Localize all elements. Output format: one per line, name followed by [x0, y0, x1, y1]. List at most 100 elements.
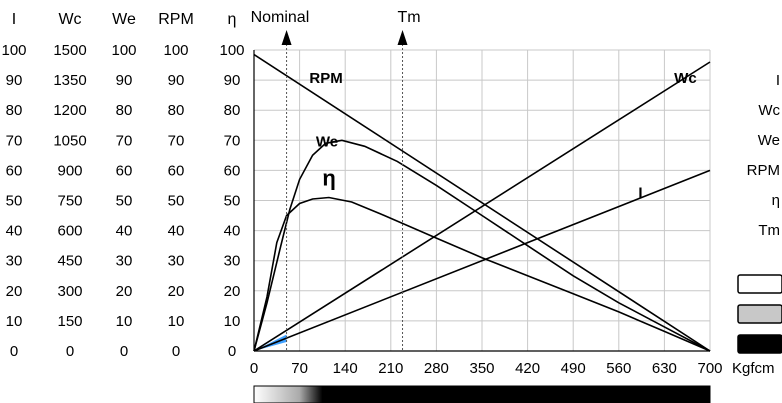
y-tick-label: 450 [57, 253, 82, 270]
legend-swatch [737, 334, 782, 354]
y-tick-label: 90 [116, 72, 133, 89]
legend-label: RPM [747, 162, 780, 179]
legend-label: I [776, 72, 780, 89]
x-tick-label: 210 [378, 360, 403, 377]
x-tick-label: 0 [250, 360, 258, 377]
y-tick-label: 60 [116, 162, 133, 179]
y-tick-label: 40 [224, 223, 241, 240]
y-tick-label: 10 [168, 313, 185, 330]
x-tick-label: 560 [606, 360, 631, 377]
y-tick-label: 40 [168, 223, 185, 240]
x-tick-label: 700 [697, 360, 722, 377]
y-tick-label: 40 [116, 223, 133, 240]
y-tick-label: 60 [168, 162, 185, 179]
scale-header-0: I [12, 11, 16, 28]
y-tick-label: 90 [224, 72, 241, 89]
series-line-1 [253, 61, 711, 352]
y-tick-label: 10 [6, 313, 23, 330]
legend-label: Tm [758, 222, 780, 239]
y-tick-label: 900 [57, 162, 82, 179]
y-tick-label: 80 [6, 102, 23, 119]
y-tick-label: 100 [111, 42, 136, 59]
y-tick-label: 100 [163, 42, 188, 59]
scale-header-1: Wc [58, 11, 81, 28]
y-tick-label: 30 [224, 253, 241, 270]
y-tick-label: 0 [172, 343, 180, 360]
y-tick-label: 50 [168, 193, 185, 210]
y-tick-label: 30 [116, 253, 133, 270]
x-tick-label: 490 [561, 360, 586, 377]
y-tick-label: 1200 [53, 102, 86, 119]
y-tick-label: 50 [6, 193, 23, 210]
y-tick-label: 20 [116, 283, 133, 300]
legend: I Wc We RPM η Tm [737, 72, 782, 354]
y-tick-label: 60 [6, 162, 23, 179]
y-tick-label: 30 [6, 253, 23, 270]
y-tick-label: 20 [224, 283, 241, 300]
chart-series: RPM Wc I We η [253, 53, 711, 352]
y-tick-label: 750 [57, 193, 82, 210]
legend-swatch [737, 304, 782, 324]
y-tick-label: 0 [120, 343, 128, 360]
y-tick-label: 20 [168, 283, 185, 300]
x-tick-label: 420 [515, 360, 540, 377]
y-tick-label: 20 [6, 283, 23, 300]
y-tick-label: 90 [168, 72, 185, 89]
y-tick-label: 70 [168, 132, 185, 149]
series-label-0: RPM [309, 70, 342, 87]
scale-header-3: RPM [158, 11, 194, 28]
y-tick-label: 80 [224, 102, 241, 119]
y-tick-label: 0 [66, 343, 74, 360]
series-line-0 [253, 53, 711, 352]
y-tick-label: 10 [116, 313, 133, 330]
x-tick-label: 280 [424, 360, 449, 377]
series-line-3 [253, 139, 711, 352]
legend-label: η [772, 192, 780, 209]
y-tick-label: 40 [6, 223, 23, 240]
y-tick-label: 80 [168, 102, 185, 119]
series-label-1: Wc [674, 70, 697, 87]
y-tick-label: 30 [168, 253, 185, 270]
series-line-4 [253, 196, 711, 352]
y-tick-label: 80 [116, 102, 133, 119]
legend-label: Wc [758, 102, 780, 119]
x-tick-label: 630 [652, 360, 677, 377]
y-tick-label: 50 [224, 193, 241, 210]
series-label-2: I [638, 184, 642, 201]
x-tick-label: 350 [469, 360, 494, 377]
scale-header-4: η [228, 11, 237, 28]
marker-arrow [281, 30, 292, 45]
markers: Nominal Tm [251, 9, 421, 351]
y-tick-label: 90 [6, 72, 23, 89]
gradient-bar-rect [253, 385, 711, 403]
series-line-2 [253, 169, 711, 352]
y-tick-label: 0 [228, 343, 236, 360]
x-tick-label: 70 [291, 360, 308, 377]
y-tick-label: 0 [10, 343, 18, 360]
axis-ticks: 1009080706050403020100150013501200105090… [1, 42, 774, 377]
x-unit-label: Kgfcm [732, 360, 775, 377]
y-tick-label: 300 [57, 283, 82, 300]
scale-header-2: We [112, 11, 136, 28]
marker-label: Nominal [251, 9, 310, 26]
y-tick-label: 10 [224, 313, 241, 330]
x-tick-label: 140 [333, 360, 358, 377]
y-tick-label: 1350 [53, 72, 86, 89]
y-tick-label: 60 [224, 162, 241, 179]
y-tick-label: 600 [57, 223, 82, 240]
series-label-4: η [322, 165, 335, 190]
marker-label: Tm [398, 9, 421, 26]
scale-headers: I Wc We RPM η [12, 11, 237, 28]
y-tick-label: 100 [219, 42, 244, 59]
y-tick-label: 70 [224, 132, 241, 149]
gradient-bar [253, 385, 711, 403]
legend-label: We [758, 132, 780, 149]
legend-swatch [737, 274, 782, 294]
y-tick-label: 70 [116, 132, 133, 149]
y-tick-label: 70 [6, 132, 23, 149]
y-tick-label: 50 [116, 193, 133, 210]
highlight-region [254, 334, 287, 351]
marker-arrow [397, 30, 408, 45]
y-tick-label: 1500 [53, 42, 86, 59]
